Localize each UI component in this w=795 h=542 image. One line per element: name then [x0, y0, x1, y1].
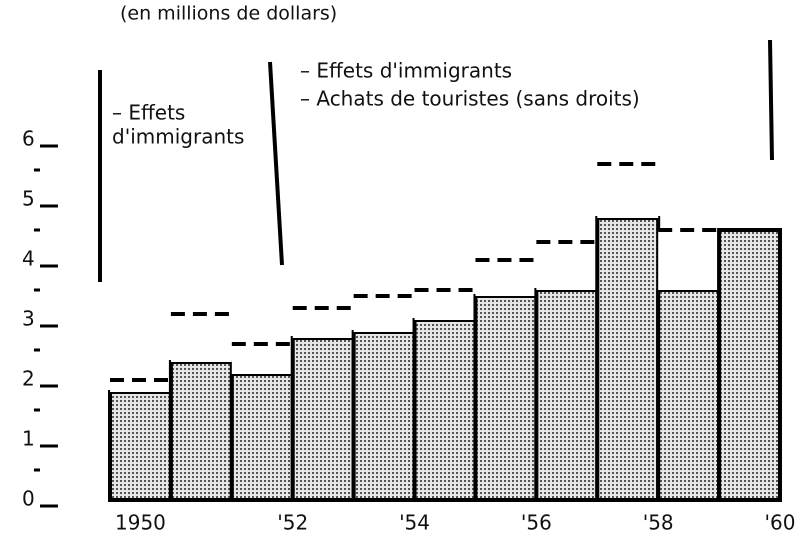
bar-segment	[170, 314, 232, 362]
bar	[412, 318, 478, 502]
bar-segment	[292, 308, 354, 338]
bar	[656, 288, 722, 502]
bar	[229, 372, 295, 502]
bar-segment	[110, 380, 171, 392]
annotation: d'immigrants	[112, 125, 244, 149]
x-tick-label: 1950	[115, 511, 166, 535]
annotation: – Achats de touristes (sans droits)	[300, 87, 640, 111]
bar	[290, 336, 356, 502]
x-tick-label: '54	[399, 511, 430, 535]
bar-segment	[475, 260, 537, 296]
y-tick-label: 2	[22, 367, 35, 391]
bar-segment	[536, 242, 598, 290]
bar	[351, 330, 417, 502]
bar-segment	[231, 344, 293, 374]
bar	[534, 288, 600, 502]
annotation: – Effets d'immigrants	[300, 59, 512, 83]
bar	[168, 360, 234, 502]
separator	[768, 39, 774, 161]
bar	[717, 228, 782, 502]
separator	[268, 61, 284, 266]
bar-segment	[353, 296, 415, 332]
y-tick-label: 0	[22, 487, 35, 511]
bar-segment	[658, 230, 720, 290]
bar-segment	[414, 290, 476, 320]
x-tick-label: '56	[521, 511, 552, 535]
y-tick-label: 6	[22, 127, 35, 151]
y-tick-label: 3	[22, 307, 35, 331]
x-tick-label: '60	[765, 511, 795, 535]
y-tick-label: 5	[22, 187, 35, 211]
bar	[595, 216, 661, 502]
annotation: – Effets	[112, 101, 185, 125]
y-tick-label: 4	[22, 247, 35, 271]
x-tick-label: '58	[643, 511, 674, 535]
chart-title: (en millions de dollars)	[120, 3, 337, 25]
bar-segment	[597, 164, 659, 218]
bar	[473, 294, 539, 502]
y-tick-label: 1	[22, 427, 35, 451]
x-tick-label: '52	[277, 511, 308, 535]
bar	[108, 390, 173, 502]
